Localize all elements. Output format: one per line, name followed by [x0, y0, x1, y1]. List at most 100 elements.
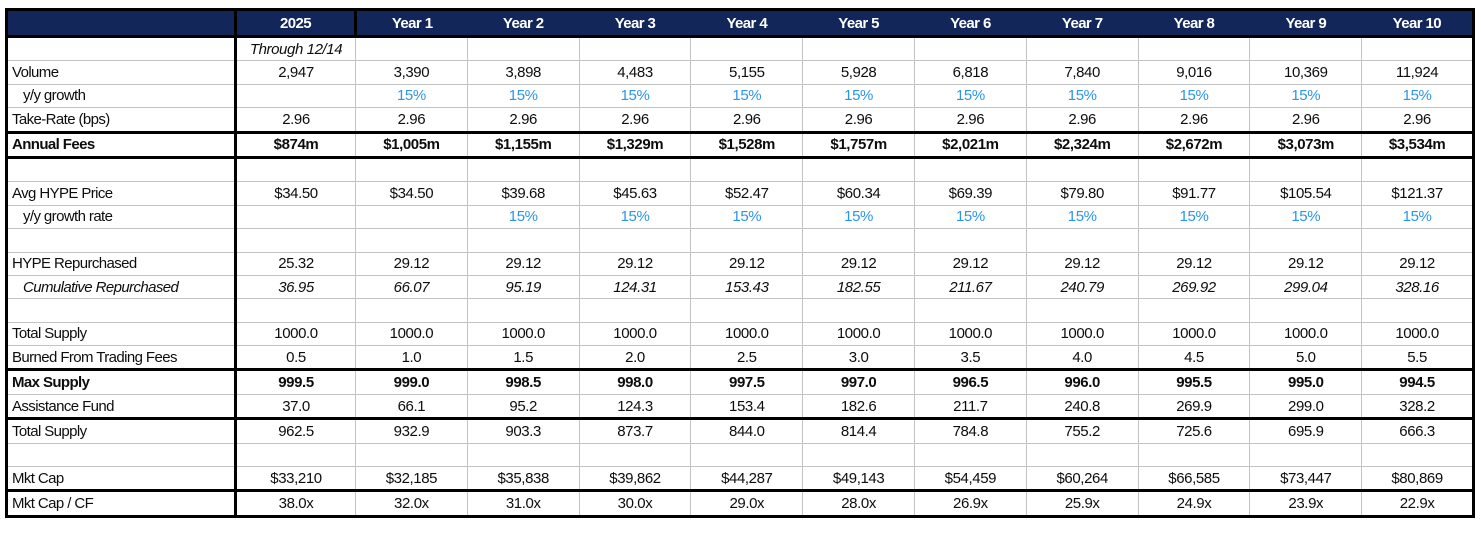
cell[interactable]: 211.67: [914, 275, 1027, 300]
cell[interactable]: $45.63: [579, 181, 692, 206]
cell[interactable]: 998.0: [579, 369, 692, 395]
cell[interactable]: 1000.0: [1249, 322, 1363, 347]
cell[interactable]: 15%: [579, 205, 692, 230]
cell[interactable]: 997.0: [802, 369, 915, 395]
cell[interactable]: [467, 36, 580, 62]
cell[interactable]: 2,947: [235, 60, 356, 85]
cell[interactable]: 755.2: [1026, 418, 1139, 444]
cell[interactable]: [579, 157, 692, 183]
cell[interactable]: 15%: [467, 84, 580, 109]
cell[interactable]: 5.5: [1361, 345, 1474, 372]
cell[interactable]: 29.12: [1138, 252, 1251, 276]
cell[interactable]: [235, 228, 356, 253]
cell[interactable]: $54,459: [914, 466, 1027, 493]
row-label[interactable]: [6, 443, 237, 468]
cell[interactable]: 999.0: [355, 369, 468, 395]
cell[interactable]: 15%: [914, 84, 1027, 109]
cell[interactable]: 29.12: [690, 252, 804, 276]
cell[interactable]: [467, 228, 580, 253]
cell[interactable]: 269.92: [1138, 275, 1251, 300]
cell[interactable]: 28.0x: [802, 490, 915, 517]
cell[interactable]: 6,818: [914, 60, 1027, 85]
column-header[interactable]: Year 3: [579, 9, 691, 38]
cell[interactable]: [467, 157, 580, 183]
cell[interactable]: 29.12: [355, 252, 468, 276]
cell[interactable]: 1000.0: [467, 322, 580, 347]
cell[interactable]: $60.34: [802, 181, 915, 206]
cell[interactable]: 38.0x: [235, 490, 356, 517]
cell[interactable]: 211.7: [914, 394, 1027, 421]
cell[interactable]: 962.5: [235, 418, 356, 444]
cell[interactable]: [1138, 157, 1251, 183]
cell[interactable]: $1,329m: [579, 132, 692, 159]
cell[interactable]: 2.96: [235, 107, 356, 134]
cell[interactable]: 124.3: [579, 394, 692, 421]
cell[interactable]: 999.5: [235, 369, 356, 395]
cell[interactable]: [1361, 36, 1474, 62]
cell[interactable]: $121.37: [1361, 181, 1474, 206]
cell[interactable]: 328.2: [1361, 394, 1474, 421]
cell[interactable]: [690, 298, 804, 323]
cell[interactable]: [802, 228, 915, 253]
cell[interactable]: $60,264: [1026, 466, 1139, 493]
row-label[interactable]: HYPE Repurchased: [6, 252, 237, 276]
cell[interactable]: $66,585: [1138, 466, 1251, 493]
cell[interactable]: 2.96: [467, 107, 580, 134]
row-label[interactable]: [6, 298, 237, 323]
row-label[interactable]: [6, 36, 237, 62]
cell[interactable]: [235, 205, 356, 230]
cell[interactable]: $1,005m: [355, 132, 468, 159]
row-label[interactable]: [6, 228, 237, 253]
cell[interactable]: 1000.0: [579, 322, 692, 347]
cell[interactable]: 1000.0: [1026, 322, 1139, 347]
cell[interactable]: 153.43: [690, 275, 804, 300]
cell[interactable]: 7,840: [1026, 60, 1139, 85]
cell[interactable]: 844.0: [690, 418, 804, 444]
cell[interactable]: $1,155m: [467, 132, 580, 159]
cell[interactable]: 1000.0: [1361, 322, 1474, 347]
cell[interactable]: [690, 228, 804, 253]
cell[interactable]: 29.12: [1026, 252, 1139, 276]
row-label[interactable]: y/y growth: [6, 84, 237, 109]
cell[interactable]: [914, 157, 1027, 183]
row-label[interactable]: Assistance Fund: [6, 394, 237, 421]
cell[interactable]: 1000.0: [1138, 322, 1251, 347]
cell[interactable]: 1.0: [355, 345, 468, 372]
cell[interactable]: 2.96: [1249, 107, 1363, 134]
cell[interactable]: [1249, 157, 1363, 183]
cell[interactable]: $2,021m: [914, 132, 1027, 159]
cell[interactable]: 1000.0: [355, 322, 468, 347]
cell[interactable]: 903.3: [467, 418, 580, 444]
cell[interactable]: $52.47: [690, 181, 804, 206]
cell[interactable]: $39.68: [467, 181, 580, 206]
cell[interactable]: [1026, 443, 1139, 468]
cell[interactable]: $105.54: [1249, 181, 1363, 206]
cell[interactable]: 10,369: [1249, 60, 1363, 85]
cell[interactable]: 2.5: [690, 345, 804, 372]
cell[interactable]: 998.5: [467, 369, 580, 395]
cell[interactable]: 784.8: [914, 418, 1027, 444]
cell[interactable]: 1000.0: [690, 322, 804, 347]
cell[interactable]: [802, 443, 915, 468]
cell[interactable]: 695.9: [1249, 418, 1363, 444]
cell[interactable]: [914, 228, 1027, 253]
cell[interactable]: 15%: [690, 205, 804, 230]
row-label[interactable]: Take-Rate (bps): [6, 107, 237, 134]
cell[interactable]: [355, 36, 468, 62]
cell[interactable]: [355, 443, 468, 468]
cell[interactable]: [579, 298, 692, 323]
cell[interactable]: 997.5: [690, 369, 804, 395]
cell[interactable]: [235, 84, 356, 109]
cell[interactable]: 725.6: [1138, 418, 1251, 444]
cell[interactable]: 153.4: [690, 394, 804, 421]
cell[interactable]: 15%: [355, 84, 468, 109]
cell[interactable]: [1249, 228, 1363, 253]
cell[interactable]: 0.5: [235, 345, 356, 372]
column-header[interactable]: Year 1: [355, 9, 468, 38]
row-label[interactable]: Annual Fees: [6, 132, 237, 159]
column-header[interactable]: [6, 9, 237, 38]
cell[interactable]: $3,534m: [1361, 132, 1474, 159]
cell[interactable]: 95.2: [467, 394, 580, 421]
cell[interactable]: 15%: [1026, 84, 1139, 109]
cell[interactable]: [802, 157, 915, 183]
